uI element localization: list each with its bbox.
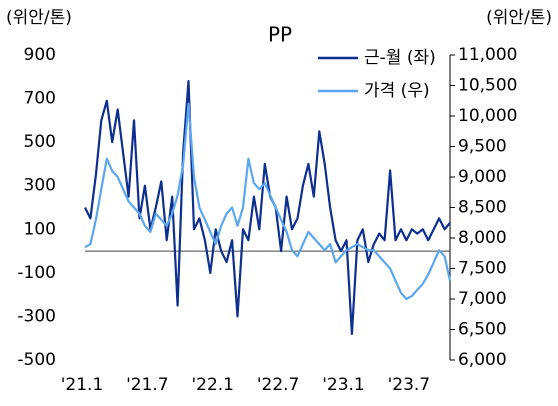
legend-label: 근-월 (좌) — [364, 48, 436, 68]
series-line — [84, 102, 452, 301]
legend-label: 가격 (우) — [364, 81, 430, 101]
y2-tick-label: 6,000 — [458, 350, 507, 370]
y-tick-label: 700 — [24, 89, 56, 109]
y-tick-label: 900 — [24, 45, 56, 65]
y-tick-label: 300 — [24, 176, 56, 196]
series-line — [84, 79, 451, 335]
y-tick-label: -300 — [17, 306, 56, 326]
y2-tick-label: 6,500 — [458, 320, 507, 340]
y-tick-label: -100 — [17, 263, 56, 283]
x-tick-label: '22.1 — [191, 375, 234, 395]
y2-tick-label: 9,000 — [458, 167, 507, 187]
x-tick-label: '22.7 — [257, 375, 300, 395]
y2-tick-label: 10,500 — [458, 76, 517, 96]
y-axis-label: (위안/톤) — [6, 8, 72, 28]
x-tick-label: '23.1 — [322, 375, 365, 395]
x-tick-label: '21.1 — [61, 375, 104, 395]
y2-axis-label: (위안/톤) — [486, 8, 552, 28]
y2-tick-label: 7,500 — [458, 259, 507, 279]
y2-tick-label: 9,500 — [458, 137, 507, 157]
x-tick-label: '21.7 — [126, 375, 169, 395]
y-tick-label: 500 — [24, 132, 56, 152]
y2-tick-label: 8,500 — [458, 198, 507, 218]
chart-title: PP — [268, 23, 292, 47]
y2-tick-label: 7,000 — [458, 289, 507, 309]
x-tick-label: '23.7 — [388, 375, 431, 395]
y-tick-label: -500 — [17, 350, 56, 370]
y2-tick-label: 8,000 — [458, 228, 507, 248]
y2-tick-label: 10,000 — [458, 106, 517, 126]
y-tick-label: 100 — [24, 219, 56, 239]
y2-tick-label: 11,000 — [458, 45, 517, 65]
